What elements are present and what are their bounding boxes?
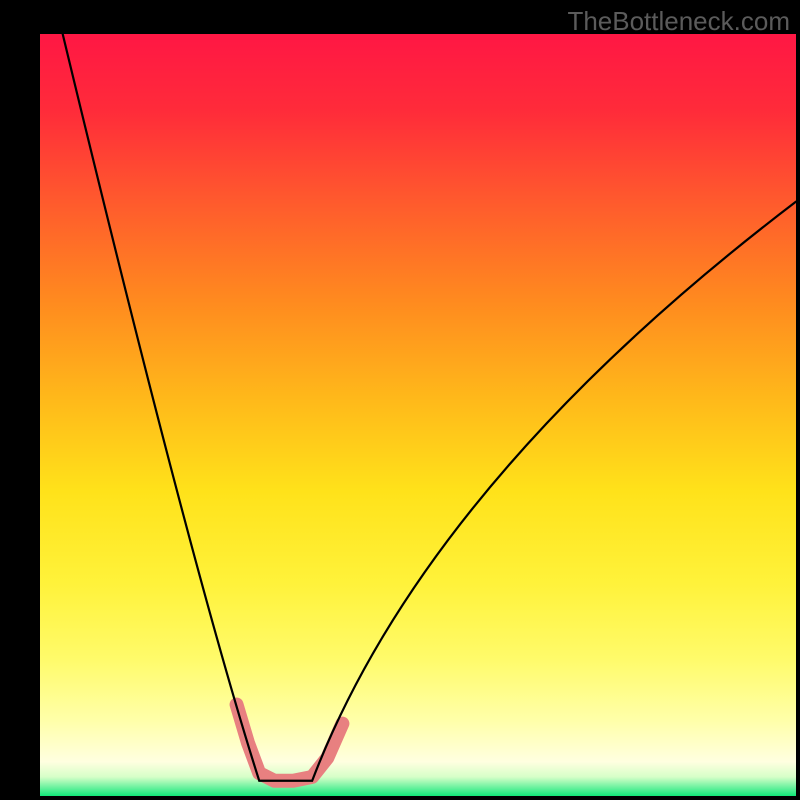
plot-area: [40, 34, 796, 796]
plot-svg: [40, 34, 796, 796]
gradient-background: [40, 34, 796, 796]
watermark-text: TheBottleneck.com: [567, 6, 790, 37]
